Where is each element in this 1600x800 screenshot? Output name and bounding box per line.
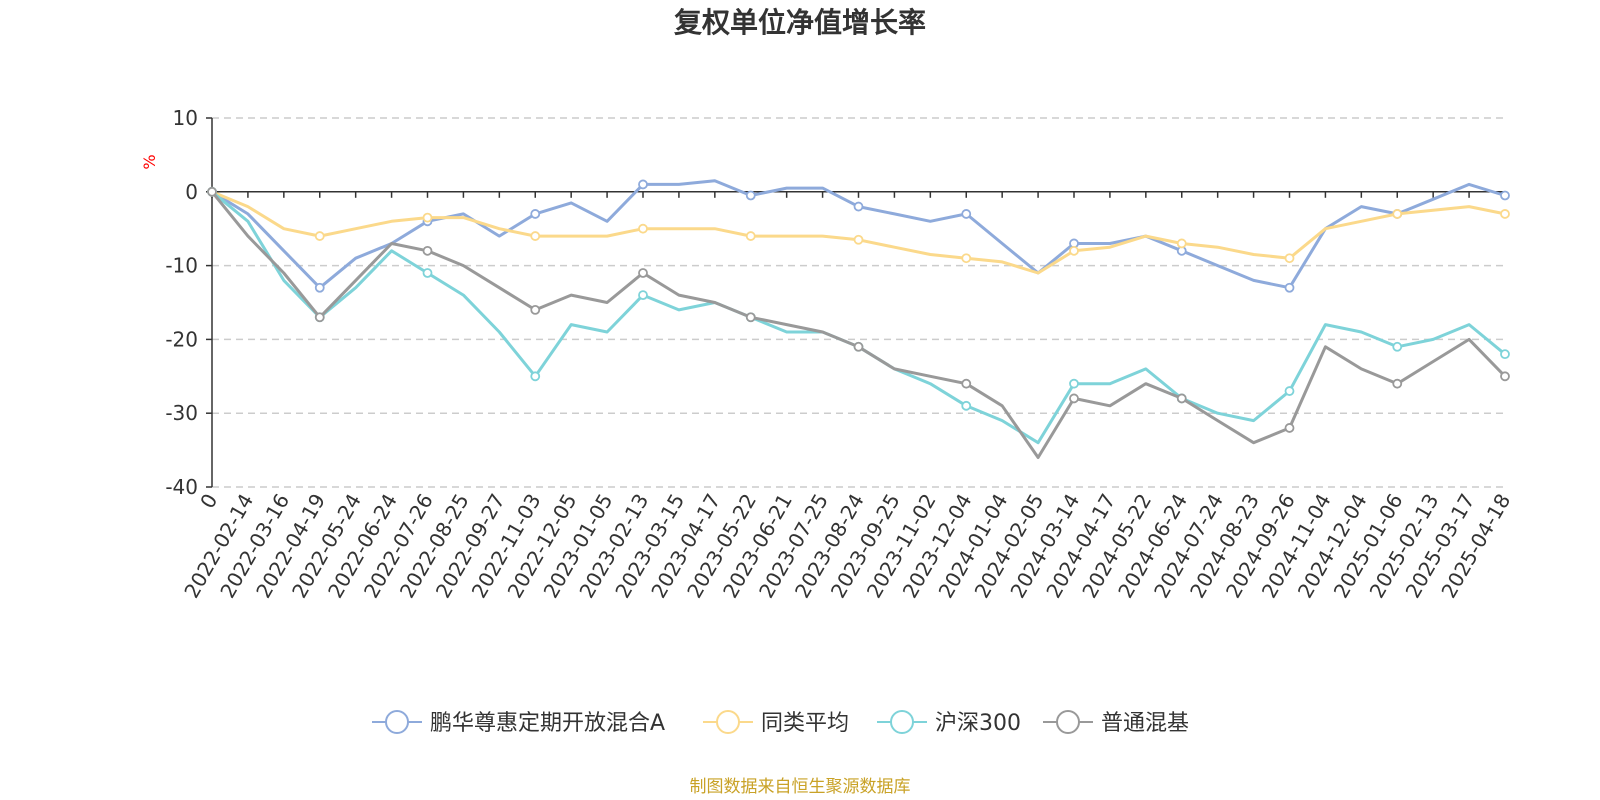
- data-point: [853, 201, 864, 212]
- chart-title: 复权单位净值增长率: [674, 6, 926, 39]
- data-point: [853, 341, 864, 352]
- legend-marker: [890, 710, 914, 734]
- y-tick-label: -30: [165, 401, 198, 425]
- data-point: [638, 290, 648, 301]
- data-point: [530, 304, 541, 315]
- data-point: [314, 312, 325, 323]
- legend-item[interactable]: 沪深300: [877, 710, 1021, 736]
- data-point: [1284, 386, 1295, 396]
- data-point: [1284, 282, 1295, 293]
- data-point: [1500, 349, 1510, 360]
- x-tick-label: 0: [195, 490, 222, 513]
- legend-label: 普通混基: [1101, 711, 1189, 736]
- legend-label: 沪深300: [935, 711, 1021, 736]
- legend-item[interactable]: 鹏华尊惠定期开放混合A: [372, 710, 665, 736]
- data-point: [1069, 378, 1079, 389]
- data-point: [530, 231, 541, 241]
- legend-item[interactable]: 普通混基: [1043, 710, 1189, 736]
- data-point: [638, 179, 648, 190]
- data-point: [745, 231, 756, 241]
- data-point: [638, 223, 648, 234]
- data-point: [853, 234, 864, 245]
- data-point: [961, 253, 972, 264]
- data-point: [961, 378, 972, 389]
- data-point: [638, 268, 648, 278]
- data-point: [422, 245, 433, 256]
- data-point: [1284, 253, 1295, 264]
- data-point: [422, 268, 433, 278]
- legend-label: 同类平均: [761, 711, 849, 736]
- data-point: [1069, 245, 1079, 256]
- data-point: [1500, 190, 1510, 201]
- axes: 100-10-20-30-4002022-02-142022-03-162022…: [165, 106, 1515, 602]
- data-point: [961, 209, 972, 219]
- data-point: [1500, 209, 1510, 219]
- data-point: [1392, 378, 1403, 389]
- series-line: [211, 190, 1506, 445]
- data-point: [1500, 371, 1510, 382]
- data-point: [422, 212, 433, 223]
- data-point: [530, 209, 541, 219]
- legend-item[interactable]: 同类平均: [703, 710, 849, 736]
- data-point: [530, 371, 541, 382]
- data-point: [1176, 238, 1187, 249]
- data-point: [207, 186, 217, 197]
- data-point: [314, 282, 325, 293]
- data-point: [961, 400, 972, 411]
- grid-lines: [212, 117, 1505, 488]
- data-point: [1176, 393, 1187, 404]
- legend-label: 鹏华尊惠定期开放混合A: [430, 711, 665, 736]
- y-tick-label: -40: [165, 475, 198, 499]
- data-point: [1069, 393, 1079, 404]
- data-point: [1284, 423, 1295, 433]
- data-point: [745, 312, 756, 323]
- data-point: [1392, 341, 1403, 352]
- y-tick-label: -20: [165, 327, 198, 351]
- legend[interactable]: 鹏华尊惠定期开放混合A 同类平均 沪深300 普通混基: [372, 710, 1189, 736]
- y-axis-unit: %: [140, 154, 159, 169]
- series-lines: [207, 179, 1510, 459]
- y-tick-label: 10: [173, 106, 198, 130]
- legend-marker: [716, 710, 740, 734]
- source-note: 制图数据来自恒生聚源数据库: [690, 777, 911, 797]
- series-line: [210, 190, 1507, 459]
- data-point: [1392, 209, 1403, 219]
- legend-marker: [385, 710, 409, 734]
- data-point: [745, 190, 756, 201]
- y-tick-label: 0: [185, 180, 198, 204]
- y-tick-label: -10: [165, 254, 198, 278]
- data-point: [314, 231, 325, 241]
- legend-marker: [1056, 710, 1080, 734]
